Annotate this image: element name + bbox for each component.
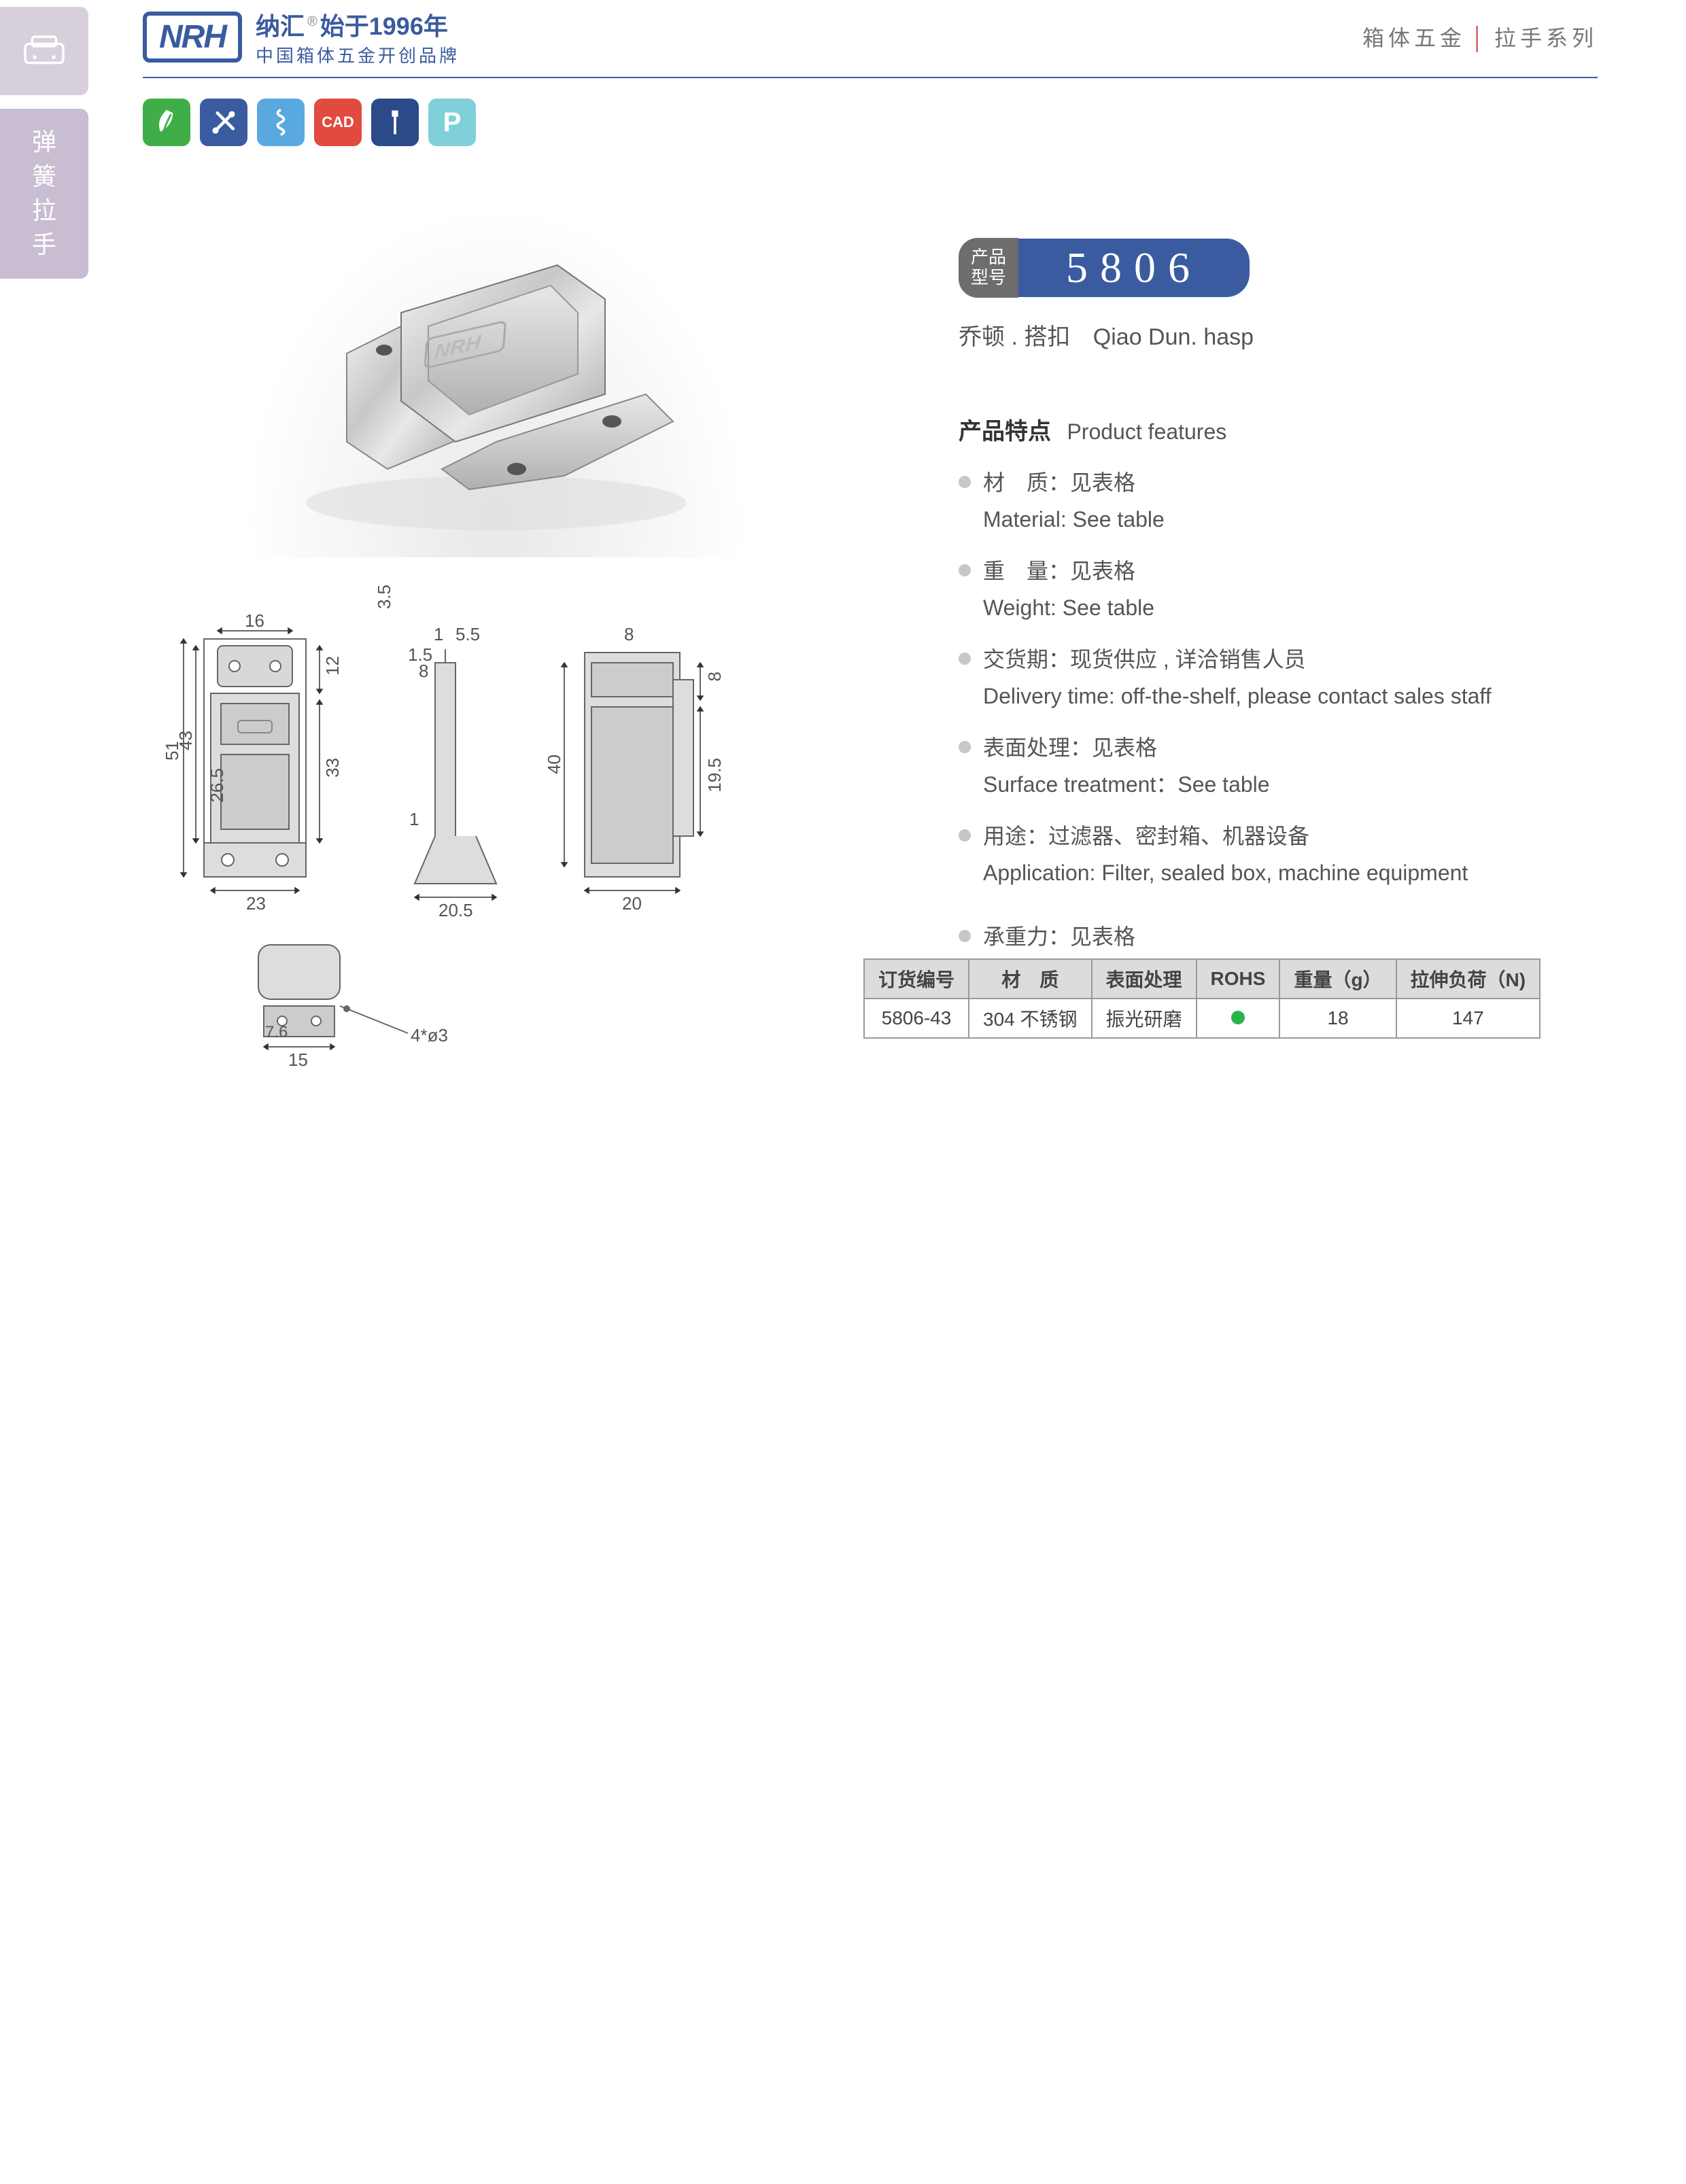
dim: 20.5 xyxy=(438,900,473,921)
feature-item: 重 量：见表格 Weight: See table xyxy=(959,555,1584,624)
cad-badge-icon: CAD xyxy=(314,99,362,146)
technical-drawings: 3.5 16 12 51 43 26.5 33 23 1 5.5 1.5 8 1… xyxy=(143,598,823,1074)
dim: 16 xyxy=(245,610,264,631)
model-number-badge: 产品 型号 5806 xyxy=(959,238,1584,298)
dim: 23 xyxy=(246,893,266,914)
th-weight: 重量（g） xyxy=(1279,959,1396,999)
feature-badges-row: CAD P xyxy=(143,99,476,146)
dim: 8 xyxy=(419,661,428,682)
th-rohs: ROHS xyxy=(1197,959,1280,999)
td-load: 147 xyxy=(1396,999,1541,1038)
rohs-dot-icon xyxy=(1231,1011,1245,1024)
td-code: 5806-43 xyxy=(864,999,969,1038)
feature-item: 材 质：见表格 Material: See table xyxy=(959,466,1584,536)
td-surface: 振光研磨 xyxy=(1092,999,1197,1038)
page-header: NRH 纳汇®始于1996年 中国箱体五金开创品牌 箱体五金│拉手系列 xyxy=(143,7,1598,78)
header-category: 箱体五金│拉手系列 xyxy=(1362,21,1598,52)
tools-badge-icon xyxy=(200,99,247,146)
th-surface: 表面处理 xyxy=(1092,959,1197,999)
p-badge-icon: P xyxy=(428,99,476,146)
logo-area: NRH 纳汇®始于1996年 中国箱体五金开创品牌 xyxy=(143,7,460,67)
side-tab-icon xyxy=(0,7,88,95)
dim: 43 xyxy=(175,731,196,750)
table-header-row: 订货编号 材 质 表面处理 ROHS 重量（g） 拉伸负荷（N) xyxy=(864,959,1540,999)
dim: 12 xyxy=(322,656,343,676)
dim: 19.5 xyxy=(704,758,725,793)
th-material: 材 质 xyxy=(969,959,1092,999)
brand-line-1: 纳汇®始于1996年 xyxy=(256,7,460,42)
dim: 4*ø3 xyxy=(411,1025,448,1046)
dim: 20 xyxy=(622,893,642,914)
tech-drawing-svg xyxy=(143,598,823,1074)
model-tag: 产品 型号 xyxy=(959,238,1018,298)
dim: 15 xyxy=(288,1050,308,1071)
dim: 26.5 xyxy=(207,768,228,803)
dim: 1 xyxy=(434,624,443,645)
side-tab-label: 弹簧拉手 xyxy=(32,125,56,262)
hasp-render-svg: NRH xyxy=(265,218,727,544)
brand-line-2: 中国箱体五金开创品牌 xyxy=(256,42,460,67)
dim: 8 xyxy=(704,672,725,681)
product-3d-render: NRH xyxy=(245,204,748,557)
feature-item: 用途：过滤器、密封箱、机器设备 Application: Filter, sea… xyxy=(959,820,1584,889)
features-heading: 产品特点 Product features xyxy=(959,413,1584,446)
model-number: 5806 xyxy=(1012,239,1250,297)
dim: 5.5 xyxy=(455,624,480,645)
eco-badge-icon xyxy=(143,99,190,146)
product-name: 乔顿 . 搭扣 Qiao Dun. hasp xyxy=(959,318,1584,351)
dim: 3.5 xyxy=(374,585,395,609)
feature-item: 交货期：现货供应 , 详洽销售人员 Delivery time: off-the… xyxy=(959,643,1584,712)
side-tab-category: 弹簧拉手 xyxy=(0,109,88,279)
logo-mark: NRH xyxy=(143,12,242,63)
th-load: 拉伸负荷（N) xyxy=(1396,959,1541,999)
feature-item: 表面处理：见表格 Surface treatment：See table xyxy=(959,731,1584,801)
hasp-icon xyxy=(20,27,68,75)
table-row: 5806-43 304 不锈钢 振光研磨 18 147 xyxy=(864,999,1540,1038)
dim: 1 xyxy=(409,809,419,830)
th-code: 订货编号 xyxy=(864,959,969,999)
screw-badge-icon xyxy=(371,99,419,146)
td-rohs xyxy=(1197,999,1280,1038)
catalog-page: 弹簧拉手 NRH 纳汇®始于1996年 中国箱体五金开创品牌 箱体五金│拉手系列 xyxy=(0,0,1686,2184)
dim: 7.6 xyxy=(265,1023,288,1042)
dim: 33 xyxy=(322,758,343,778)
td-weight: 18 xyxy=(1279,999,1396,1038)
td-material: 304 不锈钢 xyxy=(969,999,1092,1038)
spec-table: 订货编号 材 质 表面处理 ROHS 重量（g） 拉伸负荷（N) 5806-43… xyxy=(863,958,1541,1039)
product-info: 产品 型号 5806 乔顿 . 搭扣 Qiao Dun. hasp 产品特点 P… xyxy=(959,238,1584,1009)
features-list: 材 质：见表格 Material: See table 重 量：见表格 Weig… xyxy=(959,466,1584,990)
brand-text: 纳汇®始于1996年 中国箱体五金开创品牌 xyxy=(256,7,460,67)
dim: 40 xyxy=(544,755,565,774)
dim: 8 xyxy=(624,624,634,645)
spring-badge-icon xyxy=(257,99,305,146)
product-visuals: NRH xyxy=(143,204,823,1074)
